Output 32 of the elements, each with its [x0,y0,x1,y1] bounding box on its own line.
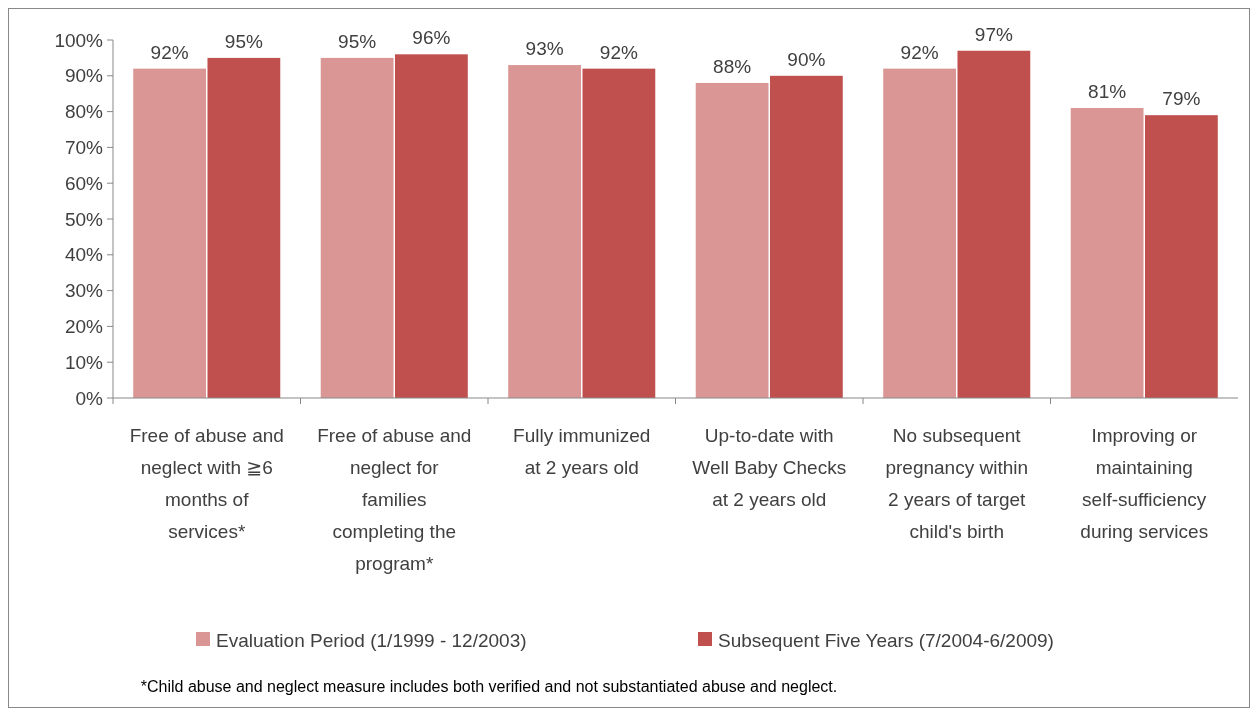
x-tick-label: Free of abuse and neglect for families completing the program* [317,425,472,574]
y-tick-label: 70% [64,137,104,159]
x-tick-label: Up-to-date with Well Baby Checks at 2 years old [692,425,847,510]
x-tick-label: Free of abuse and neglect with ≧6 months of services* [129,425,284,542]
y-tick-label: 80% [64,101,104,123]
data-label: 92% [900,41,939,63]
data-label: 96% [412,27,451,49]
data-label: 93% [525,38,564,60]
data-label: 79% [1162,88,1201,110]
data-label: 92% [599,41,638,63]
data-label: 95% [224,30,263,52]
y-tick-label: 90% [64,65,104,87]
data-label: 90% [787,48,826,70]
y-tick-label: 100% [54,29,104,51]
y-tick-label: 20% [64,316,104,338]
y-tick-label: 50% [64,208,104,230]
data-label: 81% [1088,81,1127,103]
legend-label: Subsequent Five Years (7/2004-6/2009) [718,629,1054,651]
y-tick-label: 10% [64,351,104,373]
data-label: 95% [338,30,377,52]
x-tick-label: Improving or maintaining self-sufficiency during services [1080,425,1209,542]
y-tick-label: 30% [64,280,104,302]
x-tick-label: No subsequent pregnancy within 2 years of target child's birth [885,425,1029,542]
y-tick-label: 40% [64,244,104,266]
y-tick-label: 60% [64,172,104,194]
data-label: 88% [713,55,752,77]
data-label: 92% [150,41,189,63]
y-tick-label: 0% [75,387,104,409]
legend-label: Evaluation Period (1/1999 - 12/2003) [216,629,527,651]
x-tick-label: Fully immunized at 2 years old [513,425,651,478]
text: *Child abuse and neglect measure includes both verified and not substantiated abuse and neglect. [140,677,838,695]
data-label: 97% [974,23,1013,45]
